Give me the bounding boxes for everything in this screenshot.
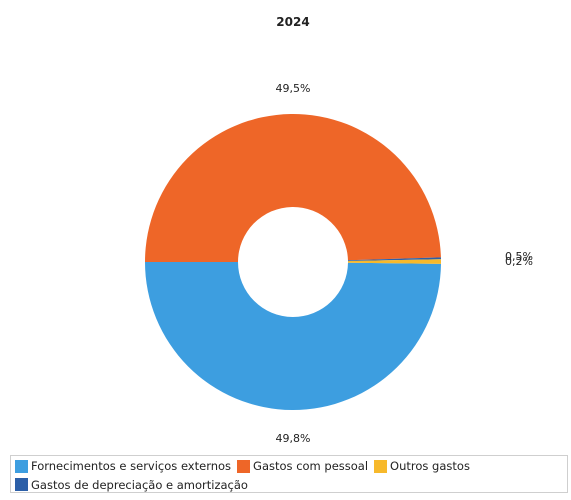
slice-label-4: 0,2% bbox=[505, 255, 533, 268]
legend-label-4: Gastos de depreciação e amortização bbox=[31, 477, 248, 492]
legend-swatch-2 bbox=[237, 459, 251, 473]
legend-label-2: Gastos com pessoal bbox=[253, 459, 369, 473]
legend-item-1: Fornecimentos e serviços externos bbox=[15, 458, 231, 474]
legend-item-2: Gastos com pessoal bbox=[237, 458, 368, 474]
slice-label-3: 0,5% bbox=[505, 250, 533, 263]
legend-swatch-3 bbox=[374, 459, 388, 473]
slice-3 bbox=[347, 259, 441, 264]
slice-4 bbox=[347, 257, 441, 261]
legend-swatch-4 bbox=[15, 478, 28, 491]
legend-swatch-1 bbox=[15, 459, 28, 473]
legend-item-4: Gastos de depreciação e amortização bbox=[15, 477, 248, 493]
legend-item-3: Outros gastos bbox=[374, 458, 470, 474]
slice-label-1: 49,8% bbox=[276, 432, 311, 445]
slice-label-2: 49,5% bbox=[276, 82, 311, 95]
legend-label-1: Fornecimentos e serviços externos bbox=[31, 459, 232, 473]
legend: Fornecimentos e serviços externos Gastos … bbox=[10, 455, 568, 493]
chart-title: 2024 bbox=[276, 15, 309, 29]
slice-2 bbox=[145, 113, 441, 263]
legend-label-3: Outros gastos bbox=[390, 459, 470, 473]
slice-1 bbox=[145, 262, 441, 410]
